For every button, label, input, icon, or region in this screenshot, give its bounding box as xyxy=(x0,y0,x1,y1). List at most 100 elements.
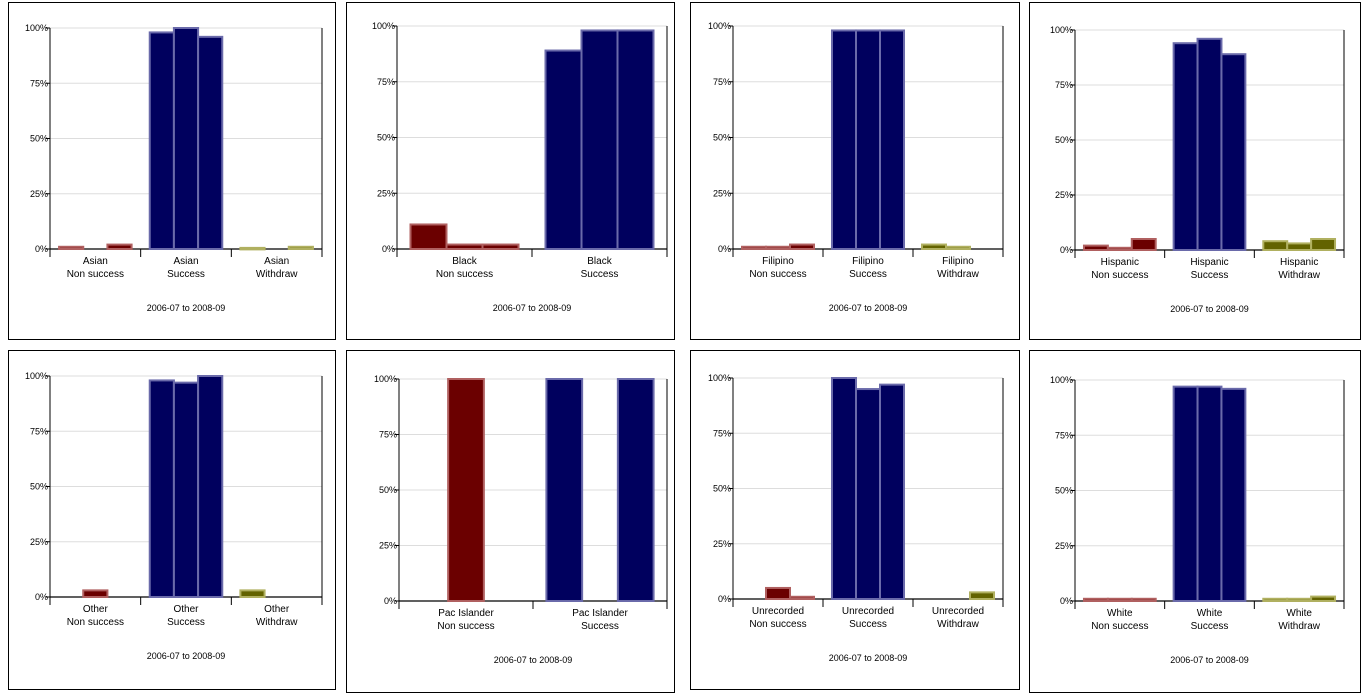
category-label: White xyxy=(1107,608,1133,619)
y-tick-label: 100% xyxy=(708,373,731,383)
bar xyxy=(82,589,109,598)
category-label: Non success xyxy=(1091,621,1148,632)
chart-panel: 0% 25% 50% 75% 100% Unrecorded Non success Unre… xyxy=(690,350,1020,690)
y-tick-label: 50% xyxy=(713,133,731,143)
category-label: Other xyxy=(173,604,199,615)
bar xyxy=(969,591,995,600)
chart-panel: 0% 25% 50% 75% 100% Other Non success Other Succ… xyxy=(8,350,336,690)
category-label: Non success xyxy=(749,619,806,630)
y-tick-label: 75% xyxy=(379,430,397,440)
category-label: Success xyxy=(581,621,619,632)
y-tick-label: 25% xyxy=(30,189,48,199)
category-label: Non success xyxy=(749,269,806,280)
y-tick-label: 25% xyxy=(379,541,397,551)
bar xyxy=(831,29,857,250)
bar xyxy=(1286,597,1313,602)
y-tick-label: 75% xyxy=(30,78,48,88)
category-label: Success xyxy=(1191,270,1229,281)
category-label: Black xyxy=(587,256,612,267)
category-label: Other xyxy=(83,604,109,615)
bar xyxy=(879,29,905,250)
bar xyxy=(789,595,815,600)
bar xyxy=(1106,246,1133,252)
bar xyxy=(148,379,175,599)
category-label: Withdraw xyxy=(937,269,979,280)
bar-chart: 0% 25% 50% 75% 100% Hispanic Non success Hispan… xyxy=(1050,25,1345,314)
bar xyxy=(1220,387,1247,603)
bar xyxy=(616,29,655,250)
category-label: Non success xyxy=(1091,270,1148,281)
category-label: White xyxy=(1197,608,1223,619)
bar xyxy=(481,243,520,250)
chart-panel: 0% 25% 50% 75% 100% Hispanic Non success Hispan… xyxy=(1029,2,1361,340)
bar xyxy=(239,589,266,598)
category-label: Asian xyxy=(173,256,198,267)
bar xyxy=(148,31,175,251)
bar xyxy=(945,245,971,251)
y-tick-label: 100% xyxy=(1050,375,1073,385)
bar xyxy=(1172,42,1199,252)
bar-chart: 0% 25% 50% 75% 100% Filipino Non success Filipi… xyxy=(708,21,1004,313)
bar xyxy=(831,377,857,600)
bar xyxy=(921,243,947,250)
y-tick-label: 25% xyxy=(377,188,395,198)
y-tick-label: 25% xyxy=(1055,190,1073,200)
category-label: Asian xyxy=(83,256,108,267)
bar xyxy=(172,27,200,250)
bar xyxy=(544,49,583,250)
x-axis-label: 2006-07 to 2008-09 xyxy=(829,653,908,663)
bar xyxy=(855,388,881,600)
y-tick-label: 100% xyxy=(372,21,395,31)
category-label: Success xyxy=(167,269,205,280)
bar-chart: 0% 25% 50% 75% 100% Other Non success Other Succ… xyxy=(25,371,323,661)
bar xyxy=(172,381,200,598)
category-label: Black xyxy=(452,256,477,267)
category-label: Hispanic xyxy=(1280,257,1318,268)
y-tick-label: 75% xyxy=(30,426,48,436)
x-axis-label: 2006-07 to 2008-09 xyxy=(1170,304,1249,314)
y-tick-label: 0% xyxy=(1060,596,1073,606)
y-tick-label: 50% xyxy=(1055,135,1073,145)
category-label: Filipino xyxy=(942,256,974,267)
bar xyxy=(789,243,815,250)
y-tick-label: 75% xyxy=(377,77,395,87)
bar-chart: 0% 25% 50% 75% 100% White Non success White Succ… xyxy=(1050,375,1345,665)
y-tick-label: 25% xyxy=(1055,541,1073,551)
chart-panel: 0% 25% 50% 75% 100% Pac Islander Non success Pa… xyxy=(346,350,675,693)
category-label: Asian xyxy=(264,256,289,267)
y-tick-label: 100% xyxy=(25,371,48,381)
bar xyxy=(1220,53,1247,252)
bar xyxy=(287,245,314,250)
category-label: Pac Islander xyxy=(438,608,494,619)
category-label: Pac Islander xyxy=(572,608,628,619)
y-tick-label: 0% xyxy=(35,592,48,602)
category-label: Filipino xyxy=(762,256,794,267)
bar xyxy=(1172,385,1199,602)
category-label: Unrecorded xyxy=(752,606,804,617)
bar xyxy=(1262,240,1289,251)
x-axis-label: 2006-07 to 2008-09 xyxy=(493,303,572,313)
category-label: Success xyxy=(1191,621,1229,632)
bar xyxy=(1262,597,1289,602)
x-axis-label: 2006-07 to 2008-09 xyxy=(1170,655,1249,665)
category-label: Non success xyxy=(67,269,124,280)
bar xyxy=(855,29,881,250)
y-tick-label: 100% xyxy=(25,23,48,33)
bar xyxy=(765,245,791,251)
bar xyxy=(616,378,655,602)
bar xyxy=(1310,238,1337,251)
bar xyxy=(765,586,791,600)
category-label: Withdraw xyxy=(1278,621,1320,632)
bar xyxy=(447,378,485,602)
y-tick-label: 50% xyxy=(713,484,731,494)
bar xyxy=(1130,597,1157,602)
y-tick-label: 100% xyxy=(708,21,731,31)
y-tick-label: 0% xyxy=(384,596,397,606)
y-tick-label: 0% xyxy=(718,244,731,254)
category-label: Withdraw xyxy=(1278,270,1320,281)
category-label: Withdraw xyxy=(256,617,298,628)
bar xyxy=(197,375,224,598)
y-tick-label: 50% xyxy=(379,485,397,495)
category-label: Success xyxy=(849,269,887,280)
y-tick-label: 25% xyxy=(713,188,731,198)
